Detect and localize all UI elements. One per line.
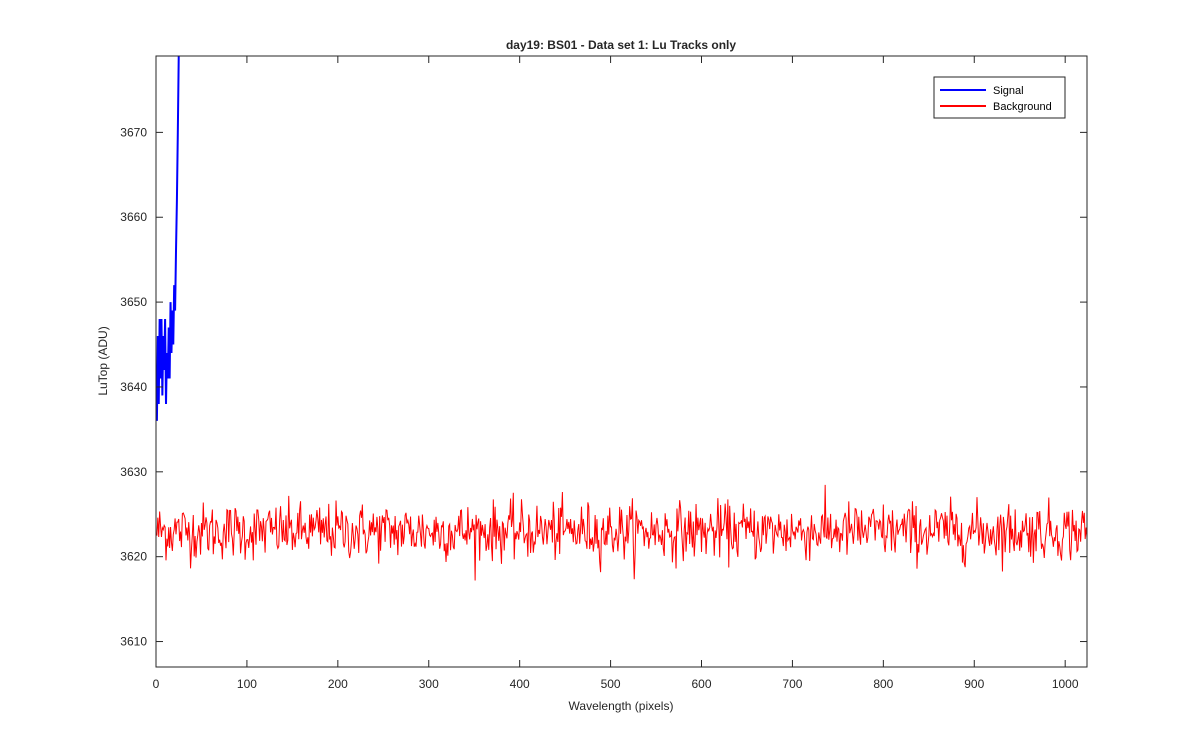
x-tick-label: 500 <box>601 677 621 691</box>
y-tick-label: 3660 <box>120 210 147 224</box>
x-axis: 0 100 200 300 400 500 600 700 800 900 1000 <box>153 56 1079 691</box>
x-axis-label: Wavelength (pixels) <box>569 699 674 713</box>
legend-background-label: Background <box>993 101 1052 113</box>
plot-border <box>155 55 1088 668</box>
x-tick-label: 200 <box>328 677 348 691</box>
x-tick-label: 0 <box>153 677 160 691</box>
plot-area <box>156 56 1087 667</box>
series-layer <box>156 56 1087 581</box>
y-tick-label: 3630 <box>120 465 147 479</box>
y-axis: 3610 3620 3630 3640 3650 3660 3670 <box>120 125 1087 649</box>
x-tick-label: 1000 <box>1052 677 1079 691</box>
x-tick-label: 600 <box>691 677 711 691</box>
y-tick-label: 3670 <box>120 125 147 139</box>
x-tick-label: 300 <box>419 677 439 691</box>
x-tick-label: 900 <box>964 677 984 691</box>
legend-signal-label: Signal <box>993 85 1024 97</box>
y-tick-label: 3650 <box>120 295 147 309</box>
series-line-background <box>156 484 1087 581</box>
x-tick-label: 100 <box>237 677 257 691</box>
x-tick-label: 700 <box>782 677 802 691</box>
legend: Signal Background <box>933 76 1066 119</box>
x-tick-label: 800 <box>873 677 893 691</box>
y-tick-label: 3620 <box>120 550 147 564</box>
series-line-signal <box>156 56 180 421</box>
y-axis-label: LuTop (ADU) <box>96 326 110 395</box>
y-tick-label: 3610 <box>120 635 147 649</box>
x-tick-label: 400 <box>510 677 530 691</box>
chart-title: day19: BS01 - Data set 1: Lu Tracks only <box>506 38 736 52</box>
legend-box <box>933 76 1066 119</box>
y-tick-label: 3640 <box>120 380 147 394</box>
